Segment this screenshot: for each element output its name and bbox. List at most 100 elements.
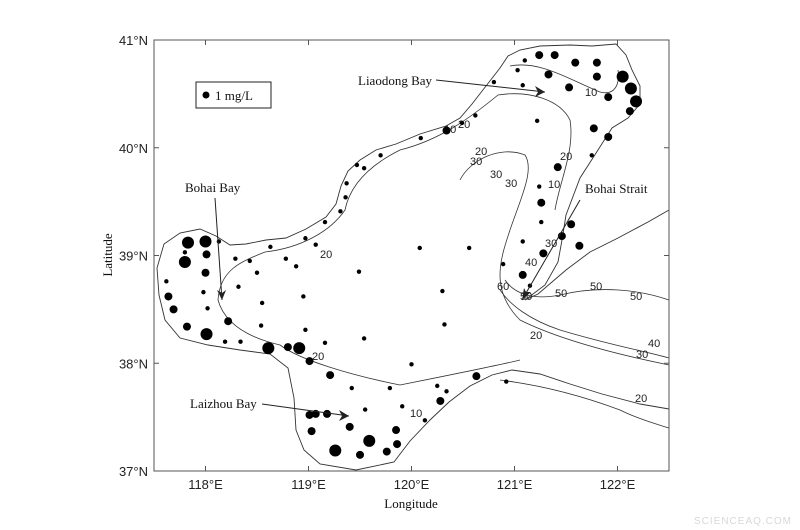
station-marker bbox=[518, 270, 527, 279]
station-marker bbox=[362, 407, 368, 412]
station-marker bbox=[382, 447, 391, 456]
station-marker bbox=[440, 288, 445, 294]
station-marker bbox=[293, 264, 299, 269]
station-marker bbox=[544, 70, 553, 79]
y-tick-label: 39°N bbox=[119, 249, 148, 264]
contour-label: 10 bbox=[585, 87, 597, 99]
station-marker bbox=[343, 195, 348, 200]
contour-50 bbox=[504, 279, 670, 301]
contour-40 bbox=[499, 289, 670, 359]
station-marker bbox=[305, 410, 314, 419]
station-marker bbox=[565, 83, 574, 92]
station-marker bbox=[222, 339, 228, 344]
station-marker bbox=[459, 120, 465, 126]
arrowhead-bohai-bay bbox=[217, 290, 226, 300]
contour-label: 20 bbox=[320, 249, 332, 261]
contour-label: 20 bbox=[530, 330, 542, 342]
station-marker bbox=[329, 444, 342, 457]
arrowhead-liaodong bbox=[535, 86, 545, 97]
station-marker bbox=[201, 268, 210, 277]
contour-label: 20 bbox=[312, 351, 324, 363]
station-markers bbox=[164, 51, 643, 459]
axis-ticks: 118°E 119°E 120°E 121°E 122°E 37°N 38°N 39°N 40°… bbox=[119, 33, 669, 492]
station-marker bbox=[345, 422, 354, 431]
station-marker bbox=[417, 245, 422, 251]
contour-label: 20 bbox=[475, 146, 487, 158]
station-marker bbox=[182, 322, 191, 331]
station-marker bbox=[178, 255, 191, 268]
contour-label: 40 bbox=[525, 257, 537, 269]
station-marker bbox=[520, 83, 525, 88]
station-marker bbox=[491, 79, 497, 85]
contour-label: 30 bbox=[470, 156, 482, 168]
arrow-laizhou bbox=[261, 403, 350, 417]
station-marker bbox=[473, 113, 478, 118]
station-marker bbox=[422, 418, 428, 423]
arrowhead-bohai-strait bbox=[522, 288, 531, 300]
station-marker bbox=[307, 427, 316, 436]
station-marker bbox=[504, 379, 509, 384]
contour-label: 10 bbox=[548, 179, 560, 191]
station-marker bbox=[313, 242, 318, 247]
contour-label: 60 bbox=[497, 281, 509, 293]
station-marker bbox=[247, 258, 252, 264]
station-marker bbox=[262, 342, 275, 355]
coastline-north bbox=[156, 43, 670, 471]
station-marker bbox=[515, 67, 520, 73]
station-marker bbox=[361, 336, 367, 341]
label-bohai-strait: Bohai Strait bbox=[585, 181, 648, 196]
x-tick-label: 121°E bbox=[497, 477, 533, 492]
station-marker bbox=[442, 322, 447, 327]
station-marker bbox=[589, 124, 598, 133]
contour-label: 50 bbox=[590, 281, 602, 293]
legend: 1 mg/L bbox=[195, 81, 272, 109]
station-marker bbox=[356, 450, 364, 459]
arrowhead-laizhou bbox=[339, 410, 349, 421]
station-marker bbox=[323, 409, 332, 418]
station-marker bbox=[472, 372, 481, 381]
station-marker bbox=[392, 426, 401, 435]
label-bohai-bay: Bohai Bay bbox=[185, 180, 241, 195]
station-marker bbox=[199, 235, 212, 248]
coastline-liaodong-peninsula bbox=[524, 209, 670, 301]
station-marker bbox=[630, 95, 643, 108]
y-tick-label: 38°N bbox=[119, 356, 148, 371]
station-marker bbox=[400, 404, 405, 409]
contour-label: 50 bbox=[555, 288, 567, 300]
contour-label: 30 bbox=[490, 169, 502, 181]
station-marker bbox=[259, 300, 265, 306]
station-marker bbox=[409, 362, 414, 367]
watermark: SCIENCEAQ.COM bbox=[694, 516, 792, 527]
station-marker bbox=[200, 328, 213, 341]
station-marker bbox=[181, 236, 194, 249]
station-marker bbox=[589, 153, 594, 158]
station-marker bbox=[537, 198, 546, 207]
station-marker bbox=[205, 306, 210, 311]
station-marker bbox=[322, 219, 328, 225]
station-marker bbox=[442, 126, 451, 135]
x-tick-label: 120°E bbox=[394, 477, 430, 492]
station-marker bbox=[322, 340, 328, 345]
station-marker bbox=[500, 261, 506, 267]
x-tick-label: 122°E bbox=[600, 477, 636, 492]
x-axis-label: Longitude bbox=[384, 496, 438, 511]
station-marker bbox=[301, 294, 306, 299]
contour-10-north bbox=[509, 64, 619, 94]
station-marker bbox=[539, 249, 548, 258]
station-marker bbox=[233, 256, 238, 261]
station-marker bbox=[535, 51, 544, 60]
station-marker bbox=[202, 250, 211, 259]
station-marker bbox=[604, 93, 613, 102]
station-marker bbox=[534, 118, 540, 124]
station-marker bbox=[283, 343, 292, 352]
contour-20-south bbox=[499, 379, 670, 429]
y-axis-label: Latitude bbox=[100, 233, 115, 277]
station-marker bbox=[354, 162, 360, 168]
y-tick-label: 41°N bbox=[119, 33, 148, 48]
station-marker bbox=[164, 292, 173, 301]
station-marker bbox=[436, 396, 445, 405]
station-marker bbox=[326, 371, 335, 380]
contour-label: 50 bbox=[630, 291, 642, 303]
contour-20-liaodong bbox=[217, 94, 521, 386]
